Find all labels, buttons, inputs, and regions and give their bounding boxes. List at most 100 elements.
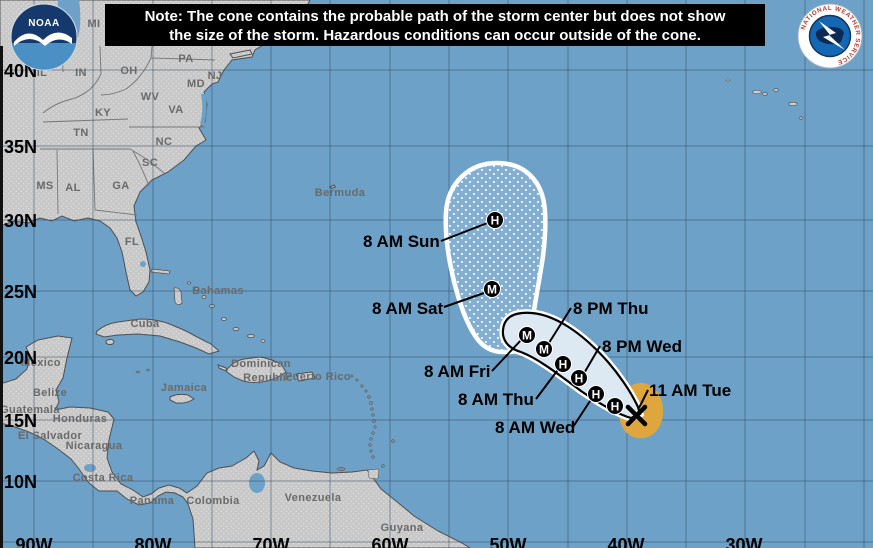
forecast-point-marker: H (587, 385, 605, 403)
state-label-ms: MS (36, 180, 53, 192)
state-label-fl: FL (125, 236, 139, 248)
islands-lesser-antilles (135, 368, 395, 480)
land-central-south-america (0, 335, 471, 548)
time-label-8am-sun: 8 AM Sun (363, 232, 440, 251)
leader-8am-sat (443, 291, 488, 308)
isla-juventud (105, 339, 115, 345)
note-bar: Note: The cone contains the probable pat… (105, 4, 765, 46)
note-text-line2: the size of the storm. Hazardous conditi… (169, 27, 701, 44)
svg-text:M: M (539, 343, 549, 357)
forecast-point-marker: H (554, 355, 572, 373)
place-label-el-salvador: El Salvador (18, 430, 83, 442)
state-label-tn: TN (73, 127, 88, 139)
label-leader-lines (440, 221, 649, 428)
lat-label: 10N (4, 472, 37, 492)
lon-label: 60W (371, 535, 408, 548)
time-label-8am-wed: 8 AM Wed (495, 418, 575, 437)
svg-text:H: H (491, 214, 500, 228)
leader-8am-thu (535, 366, 561, 400)
map-frame-left (0, 46, 3, 548)
lon-label: 50W (489, 535, 526, 548)
forecast-point-marker: H (570, 369, 588, 387)
noaa-gull-icon (14, 32, 72, 46)
nws-logo: NATIONAL WEATHER SERVICE (797, 3, 863, 69)
forecast-cone-outer (443, 160, 548, 355)
lat-label: 15N (4, 411, 37, 431)
place-label-bahamas: Bahamas (192, 285, 244, 297)
lake-nicaragua (84, 464, 96, 472)
place-label-venezuela: Venezuela (285, 492, 342, 504)
leader-8am-fri (491, 337, 524, 372)
leader-11am-tue (638, 389, 649, 409)
geo-labels: MI IL IN OH PA NJ MD WV KY VA TN NC SC M… (0, 18, 424, 534)
time-label-8pm-thu: 8 PM Thu (573, 299, 649, 318)
leader-8am-wed (572, 397, 593, 428)
state-label-sc: SC (142, 157, 158, 169)
island-puerto-rico (295, 371, 316, 382)
state-label-nj: NJ (208, 70, 223, 82)
leader-8am-sun (440, 221, 491, 242)
state-label-va: VA (168, 104, 183, 116)
svg-text:H: H (592, 388, 601, 402)
forecast-point-markers: H H H H M M M H (483, 211, 624, 415)
islands-azores (725, 78, 803, 120)
place-label-jamaica: Jamaica (161, 382, 208, 394)
state-label-md: MD (187, 78, 205, 90)
svg-text:H: H (611, 400, 620, 414)
island-jamaica (169, 393, 195, 404)
forecast-point-marker: M (483, 280, 501, 298)
chesapeake-bay (200, 94, 207, 126)
place-label-belize: Belize (33, 387, 67, 399)
place-label-guyana: Guyana (381, 522, 424, 534)
current-time-label: 11 AM Tue (649, 381, 731, 400)
state-label-mi: MI (87, 18, 100, 30)
place-label-puerto-rico: Puerto Rico (285, 371, 351, 383)
latitude-labels: 40N 35N 30N 25N 20N 15N 10N (4, 61, 37, 492)
place-label-mexico: Mexico (21, 357, 61, 369)
lon-label: 40W (607, 535, 644, 548)
forecast-point-marker: H (606, 397, 624, 415)
lon-label: 90W (15, 535, 52, 548)
time-label-8pm-wed: 8 PM Wed (602, 337, 682, 356)
lon-label: 70W (252, 535, 289, 548)
lat-label: 30N (4, 211, 37, 231)
lat-label: 35N (4, 137, 37, 157)
current-position-marker (625, 404, 648, 427)
longitude-labels: 90W 80W 70W 60W 50W 40W 30W (15, 535, 762, 548)
lake-okeechobee (140, 261, 146, 267)
svg-text:H: H (575, 372, 584, 386)
nws-lightning-icon (819, 21, 845, 50)
state-label-nc: NC (156, 136, 173, 148)
state-label-ky: KY (95, 107, 111, 119)
state-label-pa: PA (178, 53, 193, 65)
note-text-line1: Note: The cone contains the probable pat… (145, 8, 726, 25)
place-label-honduras: Honduras (53, 413, 108, 425)
time-label-8am-thu: 8 AM Thu (458, 390, 534, 409)
lon-label: 30W (725, 535, 762, 548)
place-label-nicaragua: Nicaragua (66, 440, 123, 452)
state-label-al: AL (65, 182, 80, 194)
long-island (229, 49, 253, 59)
island-bermuda (329, 184, 337, 189)
place-label-costa-rica: Costa Rica (73, 472, 134, 484)
time-label-8am-sat: 8 AM Sat (372, 299, 444, 318)
svg-text:M: M (522, 329, 532, 343)
svg-text:M: M (487, 283, 497, 297)
forecast-point-marker: M (535, 340, 553, 358)
state-label-il: IL (37, 67, 48, 79)
nws-us-map-icon (815, 26, 844, 45)
lake-maracaibo (249, 473, 265, 493)
svg-text:H: H (559, 358, 568, 372)
forecast-point-marker: H (486, 211, 504, 229)
state-label-in: IN (75, 67, 87, 79)
place-label-guatemala: Guatemala (0, 404, 60, 416)
place-label-bermuda: Bermuda (315, 187, 366, 199)
place-label-cuba: Cuba (130, 318, 160, 330)
lon-label: 80W (134, 535, 171, 548)
leader-8pm-thu (546, 307, 572, 347)
island-hispaniola (217, 356, 287, 383)
noaa-logo: NOAA (10, 3, 78, 71)
noaa-logo-text: NOAA (28, 18, 59, 29)
